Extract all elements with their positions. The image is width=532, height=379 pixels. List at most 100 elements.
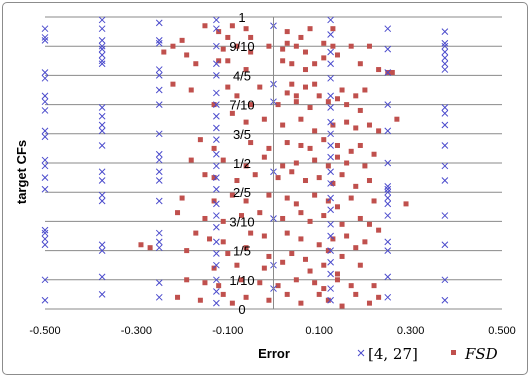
x-point xyxy=(213,89,220,97)
fsd-point xyxy=(344,102,350,108)
fsd-point xyxy=(312,128,318,134)
fsd-point xyxy=(261,116,267,122)
x-point xyxy=(441,39,449,47)
x-point xyxy=(441,177,449,184)
x-point xyxy=(98,37,106,44)
fsd-point xyxy=(334,154,340,160)
x-point xyxy=(41,296,49,304)
fsd-point xyxy=(371,198,377,204)
fsd-point xyxy=(248,230,254,236)
fsd-point xyxy=(334,142,340,148)
fsd-point xyxy=(344,233,350,239)
x-point xyxy=(441,60,449,68)
fsd-point xyxy=(220,157,226,163)
fsd-point xyxy=(403,201,409,207)
x-point xyxy=(327,118,334,126)
x-point xyxy=(98,168,106,176)
fsd-point xyxy=(325,99,331,105)
x-point xyxy=(213,212,220,219)
x-point xyxy=(213,288,220,295)
x-point xyxy=(155,101,163,108)
fsd-point xyxy=(147,245,153,251)
fsd-point xyxy=(220,291,226,297)
x-point xyxy=(155,19,163,27)
fsd-point xyxy=(307,105,313,111)
x-tick-label: 0.100 xyxy=(305,325,333,337)
x-point xyxy=(441,241,449,249)
x-point xyxy=(155,72,163,79)
x-point xyxy=(384,293,392,301)
x-point xyxy=(98,45,106,53)
y-tick-label: 1/5 xyxy=(233,244,251,259)
fsd-point xyxy=(193,230,199,236)
x-point xyxy=(441,162,449,170)
x-point xyxy=(441,121,449,129)
x-point xyxy=(327,206,334,214)
x-point xyxy=(98,127,106,135)
fsd-point xyxy=(357,215,363,221)
x-point xyxy=(441,212,449,219)
x-point xyxy=(327,48,334,56)
y-tick-label: 9/10 xyxy=(229,39,254,54)
x-point xyxy=(327,153,334,161)
chart-frame xyxy=(2,2,528,375)
x-point xyxy=(155,229,163,237)
fsd-point xyxy=(312,280,318,286)
fsd-point xyxy=(298,300,304,306)
fsd-point xyxy=(376,294,382,300)
x-point xyxy=(98,121,106,129)
x-point xyxy=(155,39,163,47)
x-tick-label: -0.100 xyxy=(212,325,243,337)
fsd-point xyxy=(202,215,208,221)
fsd-point xyxy=(225,58,231,64)
fsd-point xyxy=(321,137,327,143)
x-point xyxy=(213,72,220,79)
fsd-point xyxy=(312,61,318,67)
fsd-point xyxy=(371,151,377,157)
x-point xyxy=(213,136,220,143)
x-point xyxy=(41,37,49,44)
fsd-point xyxy=(266,253,272,259)
x-point xyxy=(41,156,49,164)
x-point xyxy=(98,25,106,33)
fsd-point xyxy=(353,125,359,131)
x-point xyxy=(155,168,163,176)
x-point xyxy=(384,101,392,108)
x-point xyxy=(213,42,220,50)
x-point xyxy=(98,191,106,199)
fsd-point xyxy=(362,163,368,169)
fsd-point xyxy=(334,271,340,277)
x-point xyxy=(213,60,220,68)
x-point xyxy=(327,220,334,228)
fsd-point xyxy=(175,294,181,300)
fsd-point xyxy=(302,84,308,90)
fsd-point xyxy=(366,221,372,227)
x-point xyxy=(41,133,49,141)
x-point xyxy=(384,188,392,196)
fsd-point xyxy=(234,43,240,49)
fsd-point xyxy=(293,160,299,166)
y-tick-label: 1 xyxy=(238,10,245,25)
fsd-point xyxy=(229,23,235,29)
fsd-point xyxy=(284,40,290,46)
legend-marker-square xyxy=(451,350,456,355)
fsd-point xyxy=(175,210,181,216)
fsd-point xyxy=(357,61,363,67)
fsd-point xyxy=(366,43,372,49)
x-tick-label: -0.500 xyxy=(29,325,60,337)
x-point xyxy=(98,247,106,254)
fsd-point xyxy=(330,180,336,186)
fsd-point xyxy=(389,69,395,75)
x-point xyxy=(41,185,49,193)
y-tick-label: 7/10 xyxy=(229,98,254,113)
fsd-point xyxy=(225,84,231,90)
x-point xyxy=(41,98,49,106)
fsd-point xyxy=(188,87,194,93)
x-tick-label: 0.300 xyxy=(397,325,425,337)
fsd-point xyxy=(366,178,372,184)
fsd-point xyxy=(179,37,185,43)
x-point xyxy=(384,69,392,76)
x-point xyxy=(327,168,334,176)
x-point xyxy=(41,226,49,234)
fsd-point xyxy=(316,175,322,181)
